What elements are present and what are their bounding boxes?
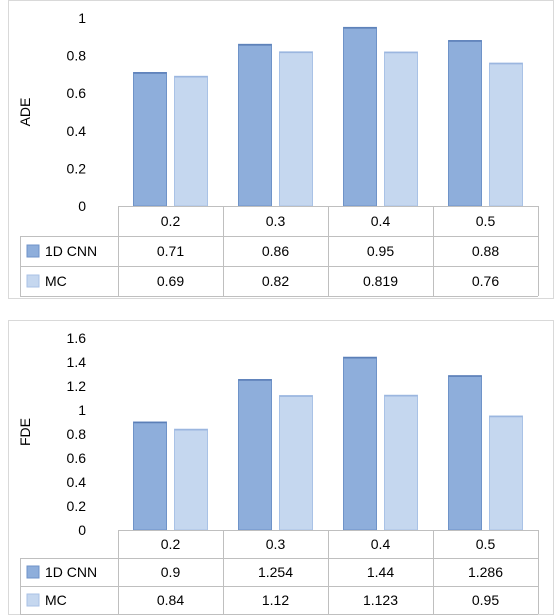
ade-legend-key-cnn xyxy=(26,244,40,258)
fde-legend-key-cnn xyxy=(26,565,40,579)
ade-chart: 0 0.2 0.4 0.6 0.8 1 ADE 0.2 0.3 0.4 0.5 1D CNN 0.71 0… xyxy=(8,0,554,299)
fde-category-label: 0.5 xyxy=(476,536,496,552)
ade-legend-label-mc: MC xyxy=(45,273,67,289)
fde-ytick-label: 0.6 xyxy=(67,450,87,466)
ade-chart-panel: 0 0.2 0.4 0.6 0.8 1 ADE 0.2 0.3 0.4 0.5 1D CNN 0.71 0… xyxy=(0,0,560,300)
ade-data-label: 0.69 xyxy=(157,273,184,289)
ade-ytick-label: 0.2 xyxy=(67,160,87,176)
ade-data-label: 0.82 xyxy=(262,273,289,289)
ade-bar-mc xyxy=(384,51,418,207)
ade-chart-frame xyxy=(8,0,554,299)
ade-bar-cnn xyxy=(133,72,167,207)
ade-data-label: 0.819 xyxy=(363,273,398,289)
fde-ytick-label: 0 xyxy=(78,522,86,538)
ade-bar-mc xyxy=(279,51,313,207)
ade-data-label: 0.86 xyxy=(262,243,289,259)
ade-bar-mc xyxy=(174,75,208,207)
fde-y-axis-title: FDE xyxy=(17,418,33,446)
ade-category-label: 0.4 xyxy=(371,213,391,229)
fde-bar-cnn xyxy=(133,421,167,531)
fde-data-label: 1.254 xyxy=(258,564,293,580)
fde-ytick-label: 0.4 xyxy=(67,474,87,490)
ade-bar-cnn xyxy=(448,40,482,207)
ade-bar-cnn xyxy=(343,26,377,207)
ade-data-label: 0.95 xyxy=(367,243,394,259)
fde-bar-cnn xyxy=(343,356,377,531)
fde-legend-label-mc: MC xyxy=(45,592,67,608)
ade-data-label: 0.76 xyxy=(472,273,499,289)
fde-data-label: 1.44 xyxy=(367,564,394,580)
fde-legend-key-mc xyxy=(26,593,40,607)
ade-bar-cnn xyxy=(238,43,272,207)
ade-category-label: 0.5 xyxy=(476,213,496,229)
fde-chart: 0 0.2 0.4 0.6 0.8 1 1.2 1.4 1.6 FDE 0.2 0.3 0.4 0.5 1D… xyxy=(8,320,554,615)
fde-bar-cnn xyxy=(238,379,272,531)
fde-bar-mc xyxy=(174,428,208,531)
ade-legend-label-cnn: 1D CNN xyxy=(45,243,97,259)
fde-bar-cnn xyxy=(448,375,482,531)
ade-ytick-label: 0 xyxy=(78,198,86,214)
fde-category-label: 0.2 xyxy=(161,536,181,552)
ade-bar-mc xyxy=(489,62,523,207)
fde-bar-mc xyxy=(279,395,313,531)
fde-data-label: 1.123 xyxy=(363,592,398,608)
ade-category-label: 0.2 xyxy=(161,213,181,229)
ade-ytick-label: 0.8 xyxy=(67,48,87,64)
fde-bar-mc xyxy=(384,394,418,531)
fde-data-label: 0.9 xyxy=(161,564,181,580)
fde-category-label: 0.4 xyxy=(371,536,391,552)
fde-data-label: 0.95 xyxy=(472,592,499,608)
fde-ytick-label: 1 xyxy=(78,402,86,418)
fde-data-label: 1.12 xyxy=(262,592,289,608)
fde-legend-label-cnn: 1D CNN xyxy=(45,564,97,580)
fde-ytick-label: 0.2 xyxy=(67,498,87,514)
fde-bar-mc xyxy=(489,415,523,531)
fde-ytick-label: 1.4 xyxy=(67,354,87,370)
ade-ytick-label: 0.4 xyxy=(67,123,87,139)
fde-ytick-label: 1.2 xyxy=(67,378,87,394)
ade-data-label: 0.71 xyxy=(157,243,184,259)
fde-data-label: 1.286 xyxy=(468,564,503,580)
fde-category-label: 0.3 xyxy=(266,536,286,552)
ade-y-axis-title: ADE xyxy=(17,98,33,127)
ade-category-label: 0.3 xyxy=(266,213,286,229)
ade-ytick-label: 0.6 xyxy=(67,85,87,101)
ade-ytick-label: 1 xyxy=(78,10,86,26)
fde-chart-panel: 0 0.2 0.4 0.6 0.8 1 1.2 1.4 1.6 FDE 0.2 0.3 0.4 0.5 1D… xyxy=(0,320,560,616)
fde-ytick-label: 0.8 xyxy=(67,426,87,442)
ade-data-label: 0.88 xyxy=(472,243,499,259)
ade-legend-key-mc xyxy=(26,274,40,288)
fde-ytick-label: 1.6 xyxy=(67,330,87,346)
fde-data-label: 0.84 xyxy=(157,592,184,608)
